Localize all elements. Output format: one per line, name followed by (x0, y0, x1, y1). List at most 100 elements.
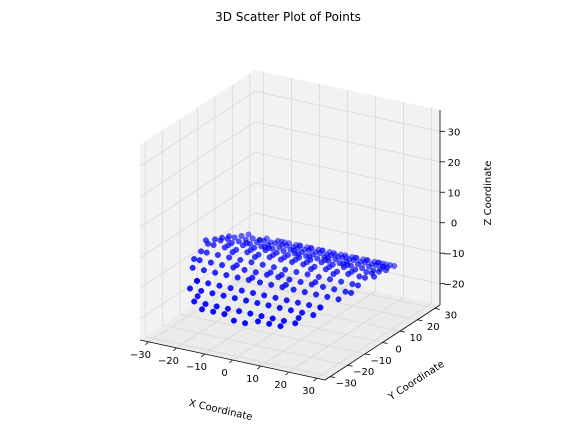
chart-title: 3D Scatter Plot of Points (215, 10, 361, 24)
data-point (236, 308, 243, 315)
data-point (220, 292, 227, 299)
x-axis-tick (173, 347, 177, 352)
data-point (342, 288, 349, 295)
data-point (230, 317, 237, 324)
data-point (248, 259, 255, 266)
data-point (238, 232, 245, 239)
data-point (276, 244, 283, 251)
data-point (280, 317, 287, 324)
data-point (391, 263, 398, 270)
y-axis-tick-label: 0 (395, 345, 401, 356)
data-point (294, 299, 301, 306)
data-point (299, 309, 306, 316)
y-axis-tick-label: 30 (444, 310, 457, 321)
x-axis-tick (285, 371, 289, 376)
data-point (205, 280, 212, 287)
data-point (230, 264, 237, 271)
data-point (193, 277, 200, 284)
data-point (362, 274, 369, 281)
z-axis-tick-label: 0 (451, 219, 457, 230)
grid-y-floor (232, 279, 418, 321)
data-point (373, 262, 380, 269)
data-point (356, 273, 363, 280)
data-point (203, 249, 210, 256)
data-point (340, 264, 347, 271)
data-point (186, 285, 193, 292)
data-point (338, 278, 345, 285)
data-point (330, 271, 337, 278)
data-point (349, 281, 356, 288)
data-point (245, 231, 252, 238)
data-point (198, 306, 205, 313)
data-point (276, 304, 283, 311)
data-point (258, 243, 265, 250)
data-point (287, 307, 294, 314)
data-point (317, 249, 324, 256)
data-point (272, 294, 279, 301)
grid-z-backwall (254, 90, 441, 132)
data-point (304, 271, 311, 278)
grid-z-backwall (254, 212, 441, 254)
data-point (234, 274, 241, 281)
data-point (310, 312, 317, 319)
x-axis-tick-label: 10 (246, 374, 259, 385)
data-point (204, 240, 211, 247)
data-point (239, 242, 246, 249)
data-point (237, 256, 244, 263)
data-point (238, 287, 245, 294)
data-point (313, 291, 320, 298)
data-point (272, 240, 279, 247)
data-point (212, 269, 219, 276)
data-point (224, 305, 231, 312)
data-point (314, 255, 321, 262)
data-point (305, 247, 312, 254)
y-axis-tick (347, 364, 353, 367)
data-point (277, 323, 284, 330)
data-point (290, 286, 297, 293)
data-point (332, 256, 339, 263)
data-point (318, 259, 325, 266)
data-point (254, 300, 261, 307)
data-point (207, 259, 214, 266)
grid-z-backwall (254, 182, 441, 224)
data-point (287, 246, 294, 253)
data-point (354, 261, 361, 268)
data-point (350, 257, 357, 264)
data-point (363, 269, 370, 276)
axis-ticks: −30−20−100102030−30−20−100102030−20−1001… (130, 127, 465, 397)
data-point (221, 244, 228, 251)
data-point (262, 247, 269, 254)
x-axis-tick-label: 30 (302, 386, 315, 397)
data-point (303, 252, 310, 259)
data-point (249, 290, 256, 297)
y-axis-tick-label: 10 (410, 333, 423, 344)
x-axis-label: X Coordinate (188, 398, 254, 423)
data-point (253, 239, 260, 246)
data-point (270, 264, 277, 271)
data-point (320, 283, 327, 290)
data-point (196, 257, 203, 264)
z-axis-tick-label: 10 (448, 188, 461, 199)
data-point (292, 320, 299, 327)
data-point (264, 271, 271, 278)
y-axis-tick (364, 353, 371, 356)
x-axis-tick (257, 365, 261, 370)
data-point (375, 268, 382, 275)
y-axis-tick (417, 319, 423, 322)
y-axis-tick-label: −20 (353, 367, 374, 378)
data-point (293, 269, 300, 276)
data-point (235, 238, 242, 245)
grid-z-leftwall (139, 182, 256, 259)
data-point (257, 279, 264, 286)
grid-z-backwall (254, 151, 441, 193)
data-point (216, 282, 223, 289)
data-point (200, 267, 207, 274)
grid-z-leftwall (139, 212, 256, 289)
data-point (251, 253, 258, 260)
data-point (280, 248, 287, 255)
data-point (348, 289, 355, 296)
data-point (209, 290, 216, 297)
data-point (322, 266, 329, 273)
data-point (335, 296, 342, 303)
